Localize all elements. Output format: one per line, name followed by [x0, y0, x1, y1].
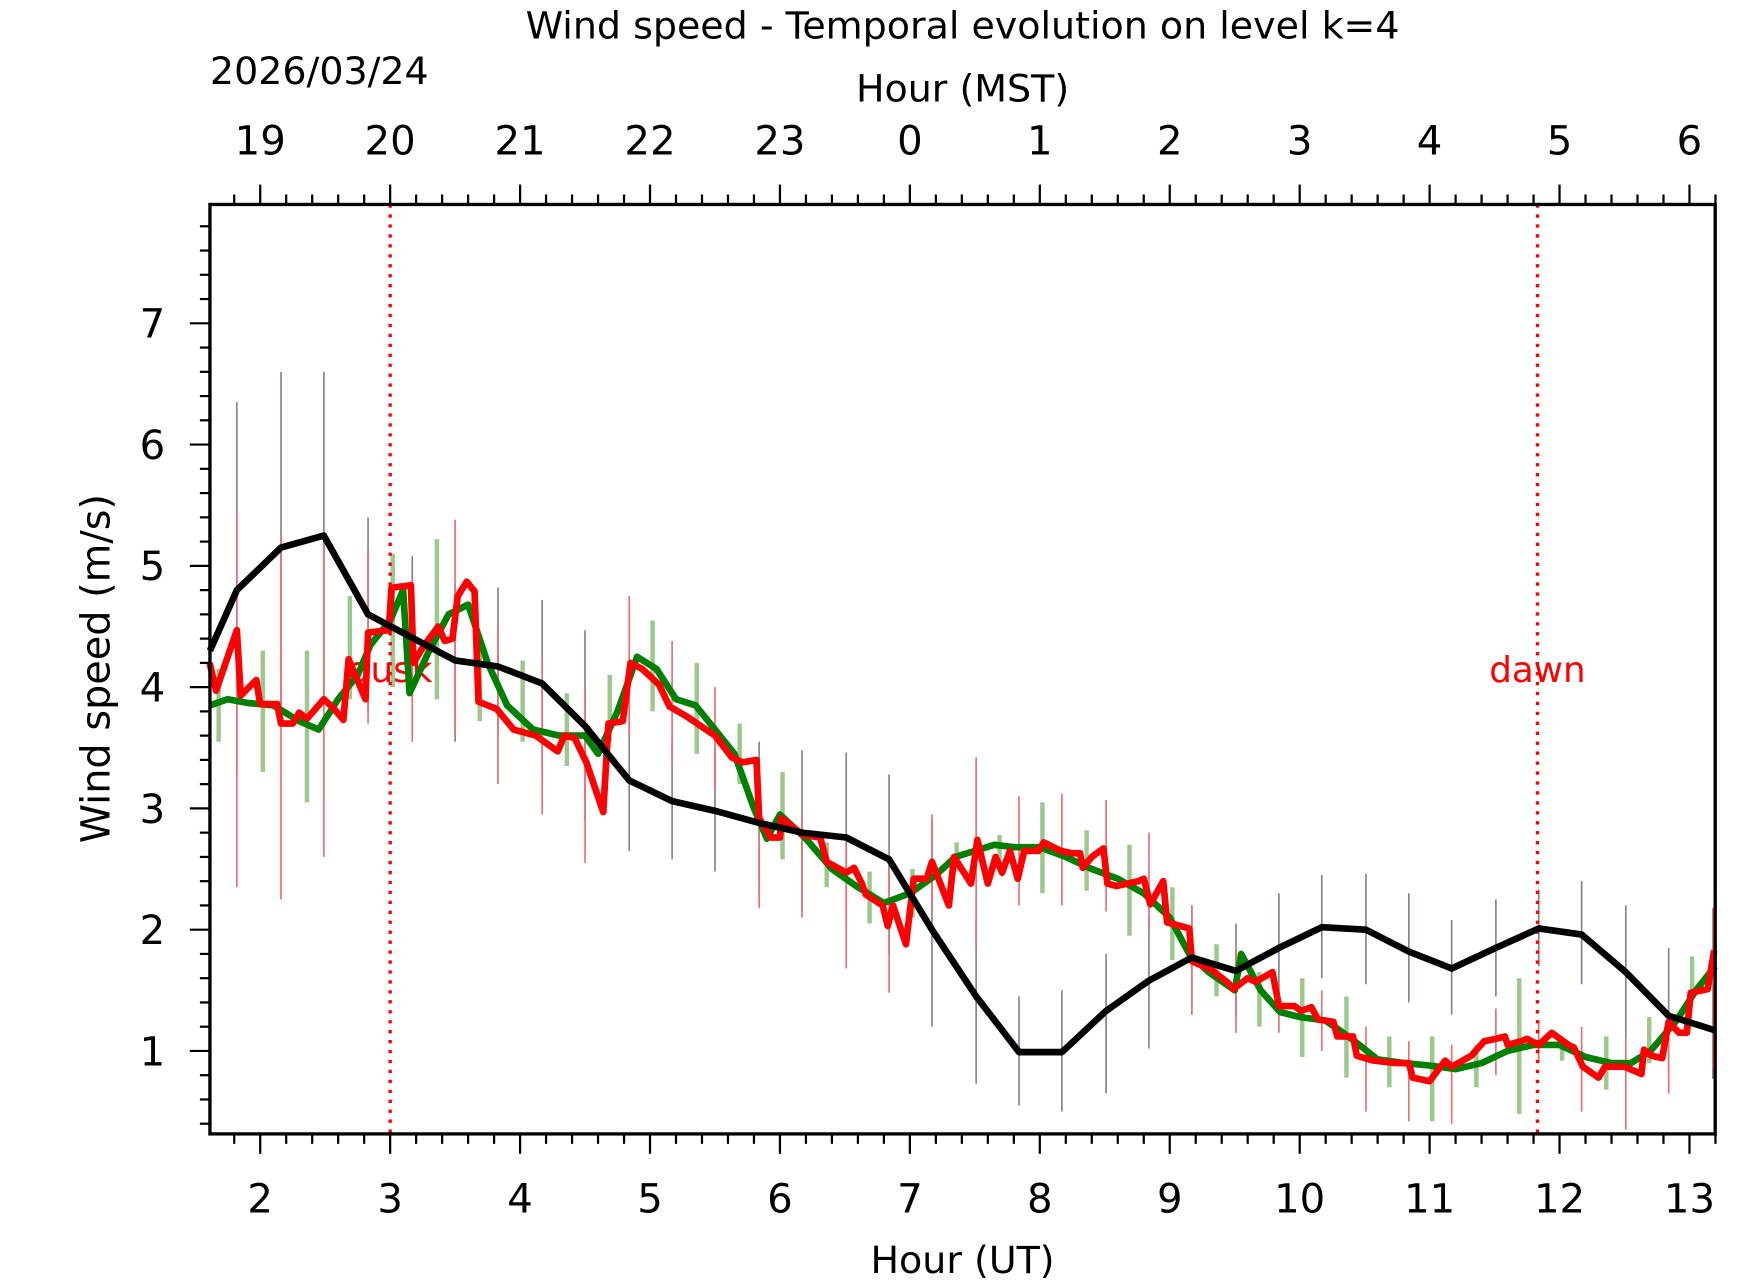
- x2-tick-label: 1: [1027, 119, 1053, 165]
- dawn-label: dawn: [1489, 650, 1585, 691]
- x-axis-label: Hour (UT): [871, 1238, 1055, 1282]
- chart-title: Wind speed - Temporal evolution on level…: [526, 4, 1400, 48]
- y-axis-label: Wind speed (m/s): [73, 494, 119, 843]
- x-tick-label: 5: [637, 1177, 663, 1223]
- x-tick-label: 7: [897, 1177, 923, 1223]
- x2-tick-label: 22: [624, 119, 675, 165]
- x-tick-label: 9: [1157, 1177, 1183, 1223]
- y-tick-label: 4: [140, 666, 166, 712]
- plot-area: dusk dawn: [206, 204, 1718, 1134]
- x2-tick-label: 5: [1547, 119, 1573, 165]
- x2-tick-label: 20: [365, 119, 416, 165]
- x2-tick-label: 2: [1157, 119, 1183, 165]
- x2-tick-label: 4: [1417, 119, 1443, 165]
- y-tick-label: 6: [140, 423, 166, 469]
- x-tick-label: 4: [507, 1177, 533, 1223]
- y-tick-label: 1: [140, 1030, 166, 1076]
- y-tick-label: 2: [140, 908, 166, 954]
- x2-tick-label: 23: [754, 119, 805, 165]
- series-line-0: [206, 532, 1717, 1056]
- y-tick-label: 5: [140, 544, 166, 590]
- x2-tick-label: 21: [495, 119, 546, 165]
- x-tick-label: 2: [247, 1177, 273, 1223]
- y-tick-label: 3: [140, 787, 166, 833]
- x2-tick-label: 3: [1287, 119, 1313, 165]
- plot-frame: [208, 202, 1717, 1136]
- top-axis-label: Hour (MST): [856, 67, 1069, 111]
- x-tick-label: 12: [1534, 1177, 1585, 1223]
- x-tick-label: 3: [377, 1177, 403, 1223]
- x2-tick-label: 19: [235, 119, 286, 165]
- x-tick-label: 10: [1274, 1177, 1325, 1223]
- x-tick-label: 11: [1404, 1177, 1455, 1223]
- x2-tick-label: 0: [897, 119, 923, 165]
- x-tick-label: 13: [1664, 1177, 1715, 1223]
- x2-tick-label: 6: [1677, 119, 1703, 165]
- date-label: 2026/03/24: [210, 49, 429, 93]
- series-line-2: [206, 578, 1718, 1085]
- x-tick-label: 8: [1027, 1177, 1053, 1223]
- x-tick-label: 6: [767, 1177, 793, 1223]
- y-tick-label: 7: [140, 302, 166, 348]
